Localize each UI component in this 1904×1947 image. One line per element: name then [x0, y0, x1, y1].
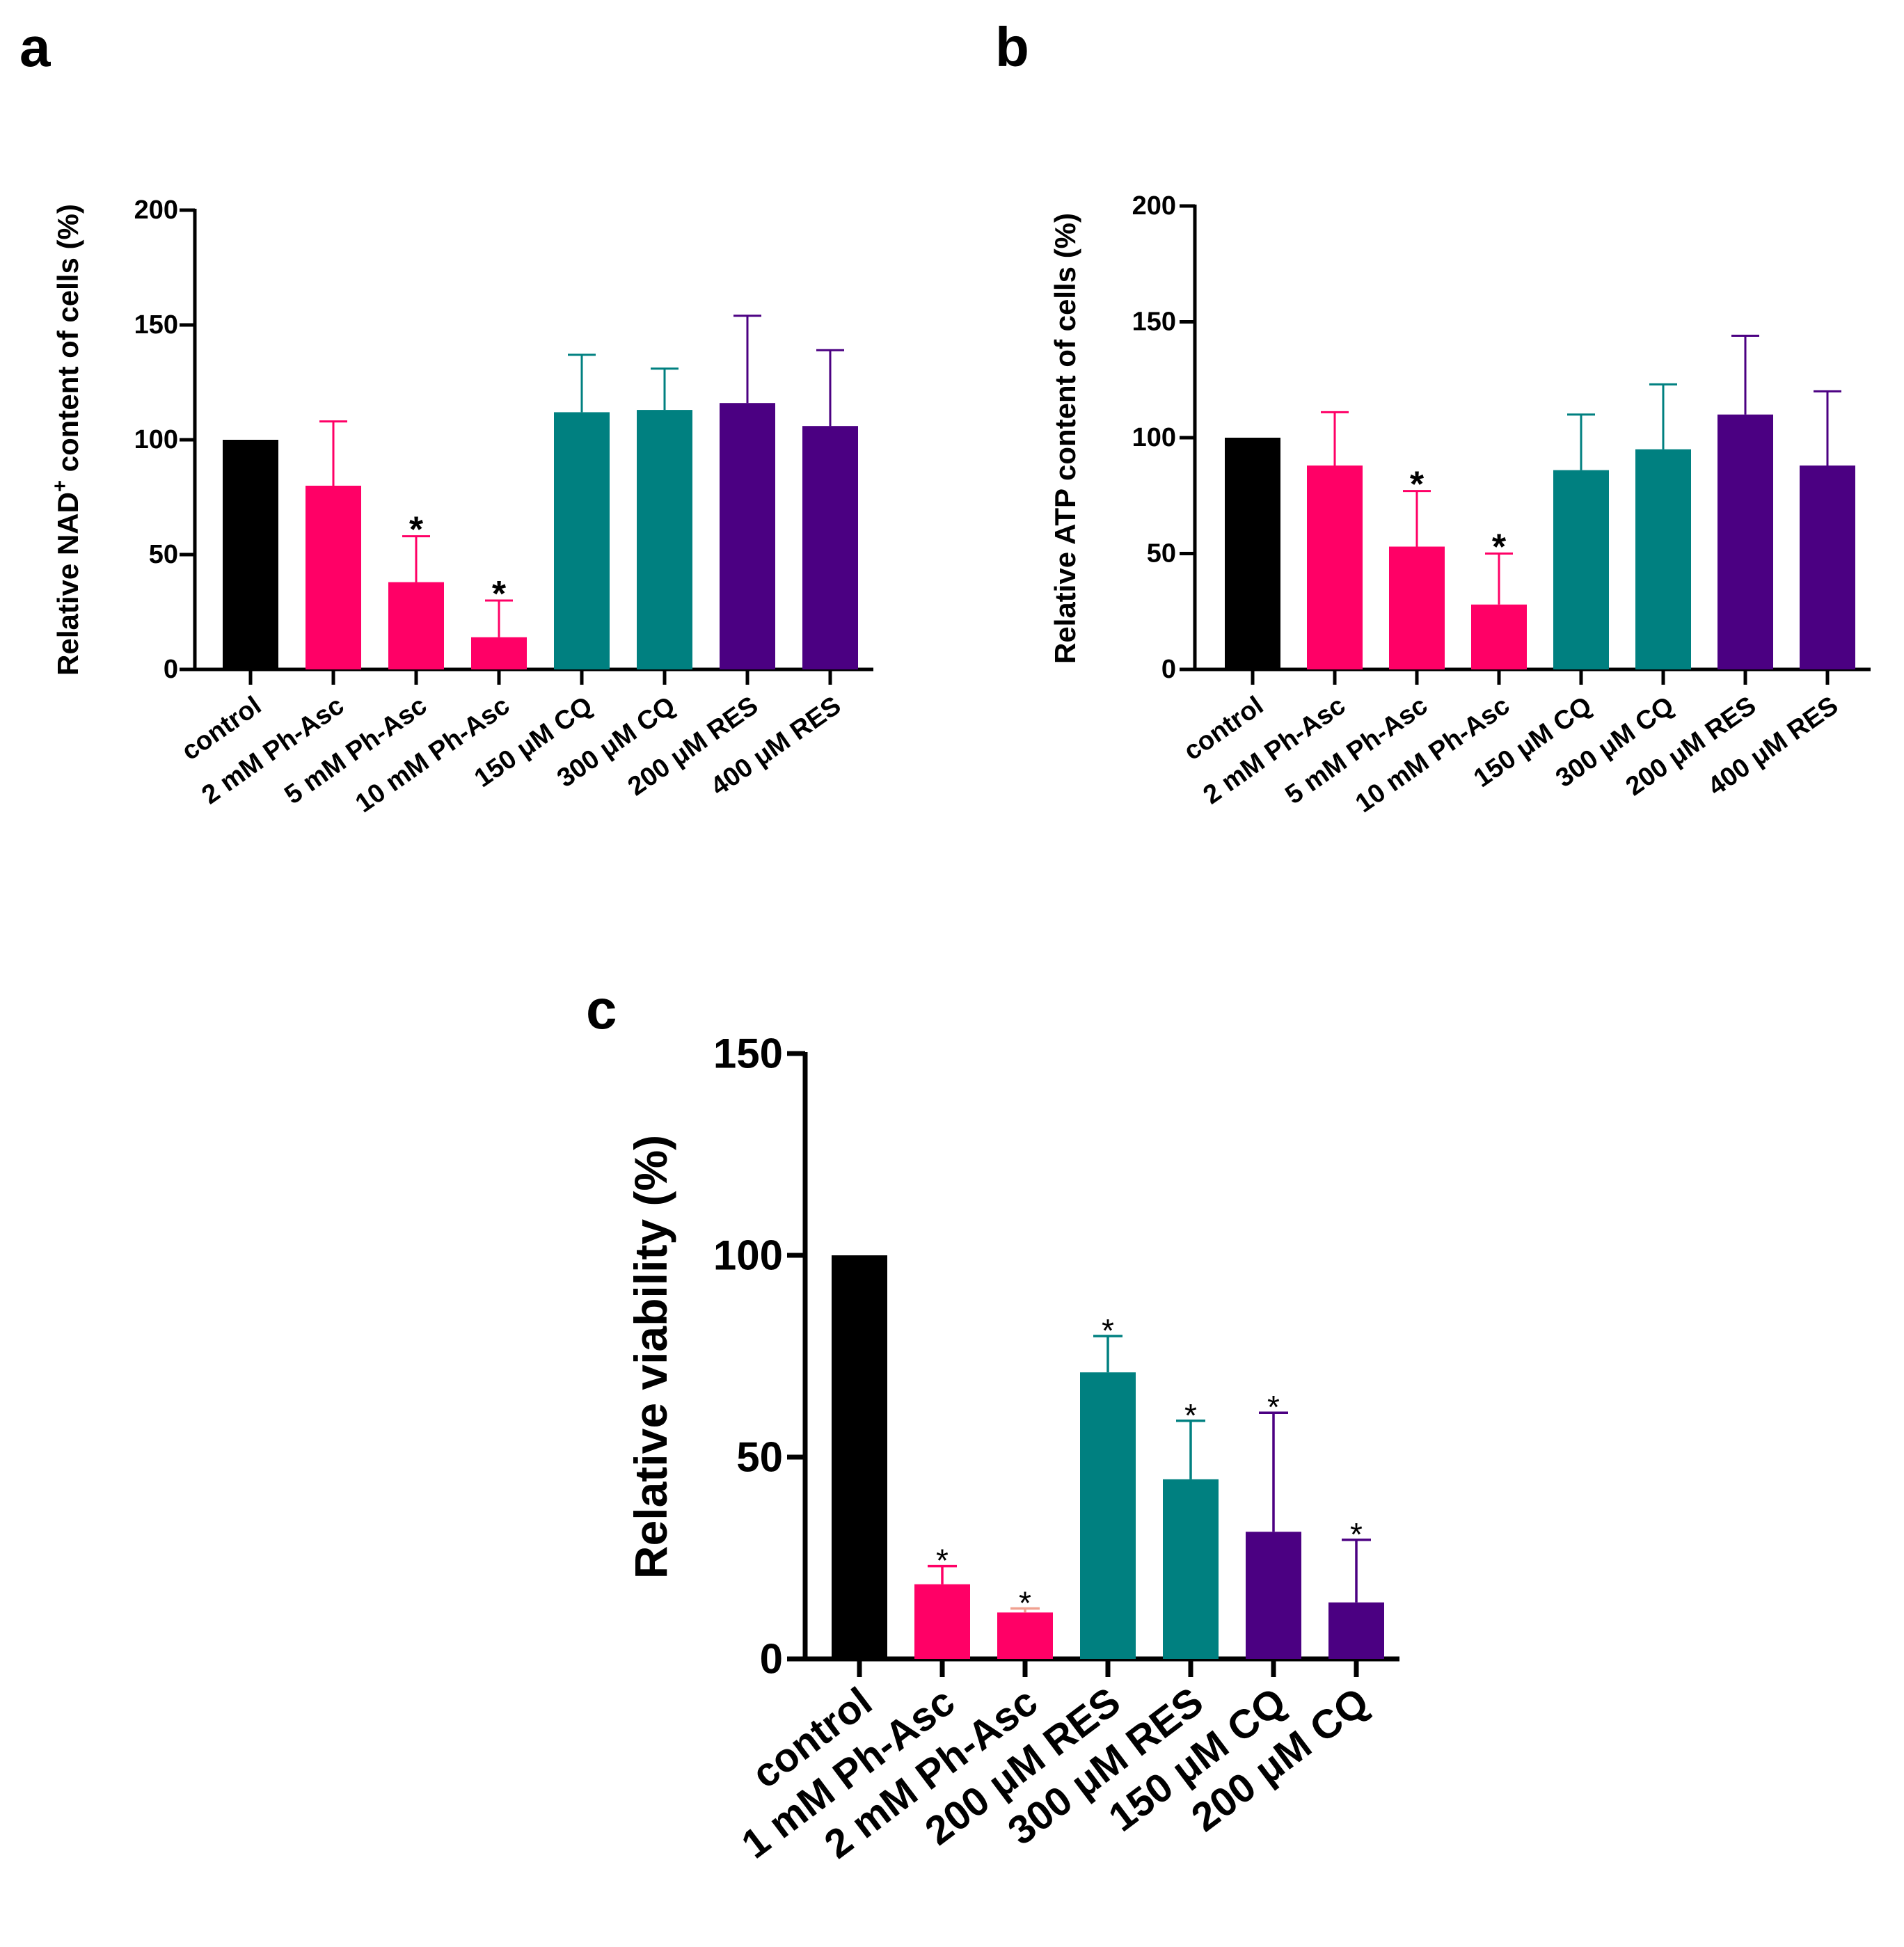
bar-control	[832, 1255, 887, 1659]
y-tick-label: 200	[1132, 191, 1176, 221]
bar-res	[1800, 465, 1855, 669]
significance-marker: *	[1019, 1585, 1031, 1621]
y-tick-label: 200	[134, 196, 178, 225]
panel-letter: a	[19, 16, 51, 78]
y-tick-label: 100	[1132, 423, 1176, 452]
y-tick-label: 150	[1132, 308, 1176, 337]
y-tick-label: 50	[1147, 539, 1176, 569]
significance-marker: *	[936, 1543, 949, 1579]
y-tick-label: 100	[134, 425, 178, 454]
y-axis-label: Relative viability (%)	[625, 1135, 676, 1579]
bar-ph_asc	[1389, 546, 1445, 669]
significance-marker: *	[1350, 1516, 1363, 1552]
bar-cq	[1080, 1372, 1136, 1659]
y-axis-label: Relative NAD+ content of cells (%)	[49, 204, 85, 676]
significance-marker: *	[409, 510, 424, 550]
bar-cq	[1553, 470, 1609, 669]
significance-marker: *	[492, 574, 507, 614]
bar-control	[223, 440, 278, 669]
panel-letter: b	[995, 16, 1029, 78]
y-tick-label: 150	[713, 1031, 783, 1077]
bar-cq	[1163, 1479, 1219, 1659]
y-tick-label: 0	[164, 655, 178, 684]
panel-b: b 0 50 100 150 200 Relative ATP content of cel…	[995, 16, 1871, 818]
significance-marker: *	[1267, 1389, 1280, 1425]
bar-res	[802, 426, 858, 669]
bar-ph_asc	[1471, 604, 1527, 669]
significance-marker: *	[1410, 465, 1425, 505]
significance-marker: *	[1184, 1397, 1197, 1433]
category-label: 2 mM Ph-Asc	[197, 691, 350, 810]
y-axis-label-rest: content of cells (%)	[51, 204, 84, 480]
y-tick-label: 50	[149, 540, 178, 569]
bar-cq	[637, 410, 692, 669]
bar-control	[1225, 438, 1280, 669]
bar-res	[1246, 1532, 1301, 1659]
category-label: 2 mM Ph-Asc	[1198, 691, 1351, 810]
y-axis-label-sup: +	[49, 480, 72, 492]
y-tick-label: 0	[760, 1636, 783, 1683]
bar-ph_asc	[914, 1584, 970, 1659]
panel-letter: c	[586, 978, 617, 1040]
bar-res	[1717, 414, 1773, 669]
bar-cq	[1635, 449, 1691, 669]
y-tick-label: 100	[713, 1232, 783, 1279]
significance-marker: *	[1102, 1312, 1114, 1349]
bar-cq	[554, 412, 610, 669]
bar-ph_asc	[471, 637, 527, 669]
y-axis-label-main: Relative NAD	[51, 492, 84, 676]
bar-res	[720, 403, 775, 669]
y-tick-label: 0	[1161, 655, 1176, 684]
bar-res	[1328, 1602, 1384, 1659]
y-axis-label: Relative ATP content of cells (%)	[1049, 213, 1081, 664]
y-tick-label: 50	[736, 1434, 783, 1481]
y-tick-label: 150	[134, 310, 178, 340]
bar-ph_asc	[1307, 465, 1363, 669]
bar-ph_asc	[388, 582, 444, 669]
bar-ph_asc	[997, 1612, 1053, 1659]
panel-a: a 0 50 100 150 200 Relative NAD+ content of ce…	[19, 16, 873, 818]
significance-marker: *	[1492, 527, 1507, 568]
bar-ph_asc	[306, 486, 361, 669]
